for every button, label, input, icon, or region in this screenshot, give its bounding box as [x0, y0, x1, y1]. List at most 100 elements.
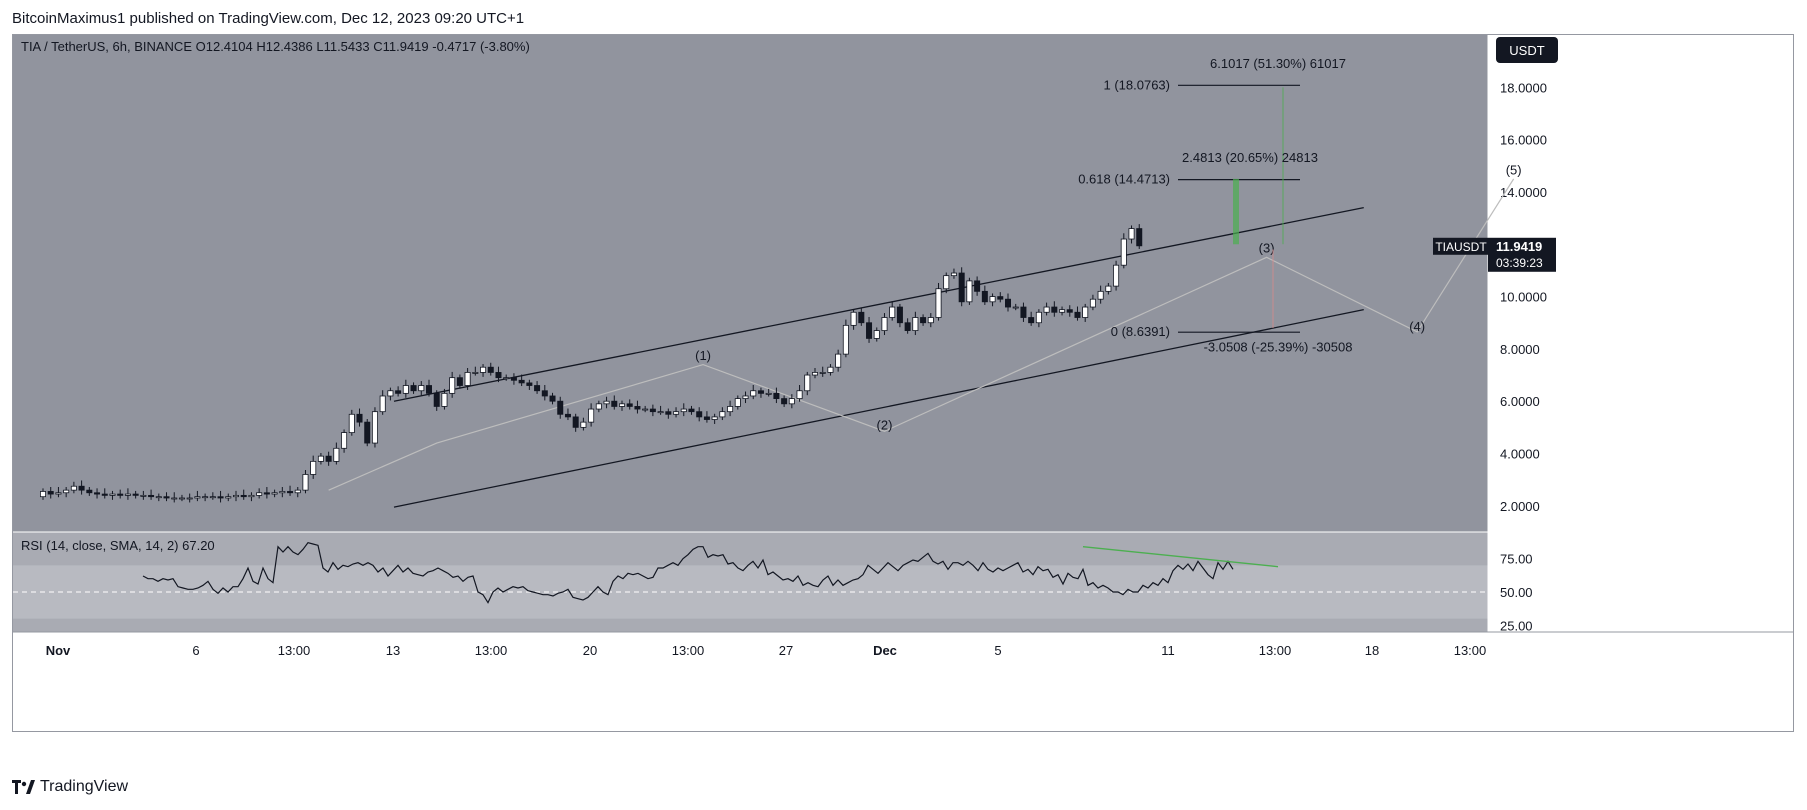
candle-down: [858, 311, 865, 324]
measure-label: -3.0508 (-25.39%) -30508: [1204, 340, 1353, 355]
tradingview-logo[interactable]: TradingView: [12, 778, 128, 796]
candle-down: [94, 492, 101, 495]
candle-up: [850, 311, 857, 326]
candle-down: [325, 455, 332, 462]
candle-up: [719, 411, 726, 418]
time-tick-label: 13:00: [672, 643, 705, 658]
candle-up: [889, 306, 896, 318]
published-by: BitcoinMaximus1 published on TradingView…: [12, 10, 525, 27]
candle-down: [117, 493, 124, 496]
candle-down: [781, 398, 788, 405]
candle-up: [248, 494, 255, 498]
candle-down: [866, 322, 873, 339]
price-tick-label: 14.0000: [1500, 185, 1547, 200]
candle-up: [341, 432, 348, 449]
candle-down: [526, 382, 533, 386]
symbol-line-part: C: [373, 39, 382, 54]
candle-down: [958, 272, 965, 303]
wave-label: (2): [877, 417, 893, 432]
candle-up: [387, 390, 394, 397]
fib-level-label: 0 (8.6391): [1111, 324, 1170, 339]
candle-up: [873, 330, 880, 339]
time-tick-label: 6: [192, 643, 199, 658]
price-tick-label: 6.0000: [1500, 394, 1540, 409]
candle-up: [124, 493, 131, 496]
candle-up: [642, 408, 649, 411]
candle-up: [1128, 228, 1135, 240]
tradingview-brand: TradingView: [40, 778, 129, 795]
candle-up: [1059, 309, 1066, 313]
candle-down: [541, 390, 548, 397]
price-tick-label: 16.0000: [1500, 133, 1547, 148]
candle-down: [572, 416, 579, 428]
candle-down: [1074, 311, 1081, 318]
candle-up: [1012, 306, 1019, 309]
candle-up: [70, 485, 77, 491]
time-tick-label: 13: [386, 643, 400, 658]
candle-up: [580, 421, 587, 428]
candle-down: [773, 392, 780, 399]
candle-down: [240, 494, 247, 498]
candle-up: [788, 398, 795, 405]
candle-up: [1120, 238, 1127, 266]
candle-up: [225, 496, 232, 499]
candle-up: [912, 317, 919, 331]
candle-down: [487, 366, 494, 373]
candle-up: [310, 460, 317, 475]
candle-down: [634, 406, 641, 410]
time-tick-label: Nov: [46, 643, 71, 658]
candle-down: [287, 491, 294, 494]
time-tick-label: 27: [779, 643, 793, 658]
wave-path: [328, 178, 1515, 491]
candle-up: [804, 374, 811, 392]
rsi-tick-label: 50.00: [1500, 585, 1533, 600]
currency-badge-bg: [1496, 37, 1558, 63]
candle-up: [657, 411, 664, 414]
candle-down: [626, 403, 633, 407]
measure-label: 2.4813 (20.65%) 24813: [1182, 150, 1318, 165]
candle-up: [734, 398, 741, 407]
candle-down: [410, 385, 417, 392]
price-tick-label: 4.0000: [1500, 447, 1540, 462]
chart-svg[interactable]: 2.00004.00006.00008.000010.000012.000014…: [13, 35, 1793, 731]
price-tick-label: 8.0000: [1500, 342, 1540, 357]
candle-up: [727, 406, 734, 413]
rsi-line: [142, 541, 1234, 604]
price-tag-value: 11.9419: [1496, 239, 1542, 254]
symbol-line-part: L: [316, 39, 323, 54]
candle-up: [881, 317, 888, 331]
candle-up: [742, 395, 749, 399]
candle-up: [402, 385, 409, 394]
candle-down: [703, 416, 710, 420]
rsi-divergence-line: [1082, 545, 1279, 568]
candle-up: [603, 400, 610, 405]
candle-down: [1005, 298, 1012, 308]
candle-up: [827, 366, 834, 373]
candle-down: [510, 377, 517, 381]
candle-up: [927, 317, 934, 324]
candle-up: [480, 366, 487, 373]
candle-up: [202, 496, 209, 499]
symbol-line-part: TIA / TetherUS, 6h, BINANCE: [21, 39, 196, 54]
measure-label: 6.1017 (51.30%) 61017: [1210, 56, 1346, 71]
time-tick-label: 18: [1365, 643, 1379, 658]
tradingview-logo-icon: [12, 780, 35, 794]
candle-down: [163, 496, 170, 499]
candle-up: [1113, 264, 1120, 287]
candle-down: [364, 421, 371, 444]
candle-up: [302, 474, 309, 491]
price-tick-label: 2.0000: [1500, 499, 1540, 514]
price-panel-bg: [13, 35, 1488, 532]
candle-up: [464, 372, 471, 386]
symbol-line-part: 11.5433: [324, 39, 374, 54]
measure-bar-green: [1233, 178, 1239, 245]
time-tick-label: 11: [1161, 643, 1175, 658]
candle-up: [989, 296, 996, 303]
candle-up: [595, 403, 602, 410]
candle-up: [935, 288, 942, 318]
rsi-tick-label: 75.00: [1500, 552, 1533, 567]
candle-down: [997, 296, 1004, 300]
candle-down: [1028, 317, 1035, 324]
candle-down: [1136, 228, 1143, 247]
candle-down: [564, 413, 571, 418]
